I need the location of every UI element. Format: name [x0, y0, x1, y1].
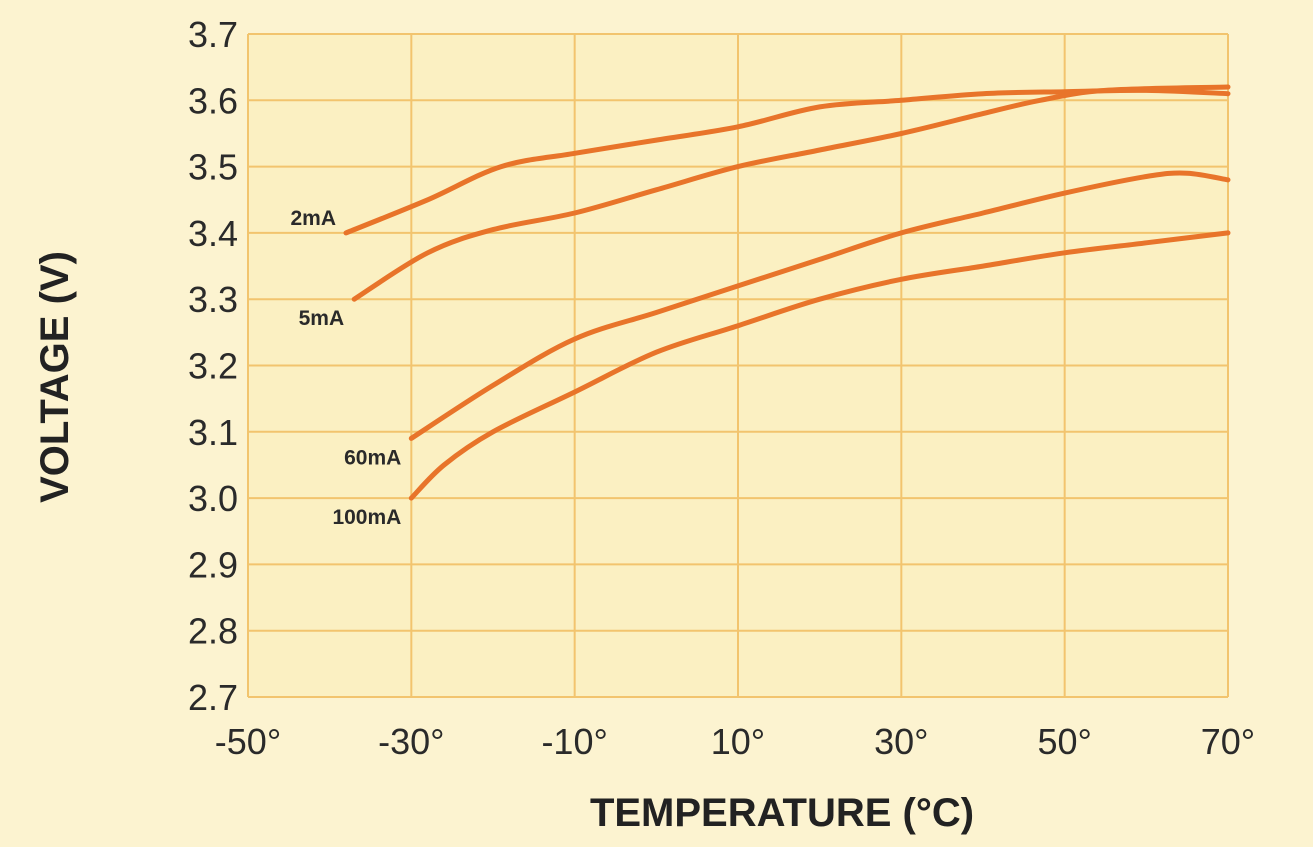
x-tick-label: 50° [1037, 721, 1091, 762]
y-tick-label: 2.9 [188, 544, 238, 585]
y-tick-label: 3.2 [188, 346, 238, 387]
x-tick-label: -10° [541, 721, 607, 762]
x-tick-label: 30° [874, 721, 928, 762]
y-tick-label: 2.8 [188, 611, 238, 652]
y-tick-label: 2.7 [188, 677, 238, 718]
series-label-5ma: 5mA [299, 307, 345, 330]
y-tick-label: 3.7 [188, 14, 238, 55]
y-tick-label: 3.3 [188, 279, 238, 320]
y-tick-label: 3.1 [188, 412, 238, 453]
series-line-5ma [351, 84, 1231, 302]
x-tick-label: -50° [215, 721, 281, 762]
y-axis-title: VOLTAGE (V) [33, 251, 77, 503]
y-tick-label: 3.6 [188, 80, 238, 121]
y-tick-label: 3.5 [188, 147, 238, 188]
x-axis-title: TEMPERATURE (°C) [590, 791, 974, 835]
x-tick-label: 70° [1201, 721, 1255, 762]
series-line-60ma [408, 170, 1231, 441]
series-line-100ma [408, 230, 1231, 501]
series-label-100ma: 100mA [332, 506, 401, 529]
x-tick-label: -30° [378, 721, 444, 762]
y-tick-label: 3.0 [188, 478, 238, 519]
series-label-60ma: 60mA [344, 446, 401, 469]
series-label-2ma: 2mA [290, 207, 336, 230]
y-tick-label: 3.4 [188, 213, 238, 254]
x-tick-label: 10° [711, 721, 765, 762]
